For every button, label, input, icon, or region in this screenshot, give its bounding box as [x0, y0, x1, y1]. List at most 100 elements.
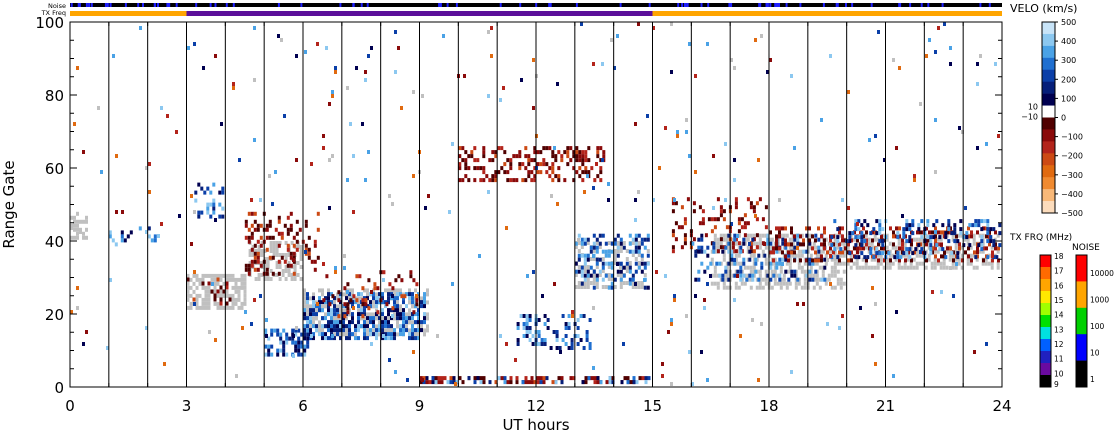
scatter-cell [860, 239, 864, 244]
scatter-cell [282, 352, 286, 357]
scatter-cell [370, 46, 373, 50]
x-tick-label: 6 [298, 397, 308, 415]
scatter-cell [274, 170, 277, 174]
scatter-cell [921, 253, 925, 258]
scatter-cell [219, 277, 223, 282]
scatter-cell [577, 281, 581, 285]
scatter-cell [295, 231, 299, 236]
scatter-cell [725, 225, 729, 230]
velocity-tick-label: −300 [1061, 171, 1083, 180]
scatter-cell [284, 253, 288, 257]
scatter-cell [622, 241, 626, 245]
scatter-cell [931, 250, 934, 255]
scatter-cell [878, 251, 882, 256]
scatter-cell [580, 273, 584, 278]
scatter-cell [680, 225, 684, 230]
scatter-cell [829, 246, 832, 251]
scatter-cell [396, 312, 399, 317]
scatter-cell [218, 202, 222, 207]
scatter-cell [284, 265, 288, 269]
scatter-cell [749, 205, 753, 210]
scatter-cell [871, 238, 874, 243]
scatter-cell [193, 302, 196, 306]
scatter-cell [375, 304, 378, 309]
scatter-cell [646, 261, 650, 266]
scatter-cell [279, 332, 283, 337]
scatter-cell [357, 300, 360, 305]
scatter-cell [234, 301, 238, 306]
scatter-cell [384, 300, 387, 305]
scatter-cell [910, 238, 913, 243]
scatter-cell [790, 269, 794, 274]
scatter-cell [256, 239, 260, 244]
scatter-cell [761, 217, 765, 222]
scatter-cell [862, 246, 865, 251]
scatter-cell [730, 257, 734, 262]
scatter-cell [787, 250, 790, 255]
scatter-cell [522, 322, 526, 326]
scatter-cell [506, 170, 510, 175]
scatter-cell [253, 26, 256, 30]
scatter-cell [363, 324, 366, 329]
scatter-cell [671, 245, 675, 250]
scatter-cell [312, 332, 315, 337]
scatter-cell [296, 245, 300, 249]
scatter-cell [402, 328, 405, 333]
scatter-cell [415, 298, 419, 303]
scatter-cell [997, 258, 1000, 263]
scatter-cell [616, 233, 620, 238]
scatter-cell [800, 269, 804, 274]
scatter-cell [640, 269, 644, 274]
scatter-cell [366, 316, 369, 321]
scatter-cell [870, 265, 874, 270]
scatter-cell [926, 223, 930, 228]
scatter-cell [79, 227, 82, 232]
scatter-cell [530, 376, 534, 381]
scatter-cell [518, 154, 522, 159]
scatter-cell [327, 296, 330, 301]
scatter-cell [833, 247, 837, 252]
velocity-tick-label: −400 [1061, 190, 1083, 199]
scatter-cell [216, 277, 220, 282]
scatter-cell [393, 312, 396, 317]
scatter-cell [860, 251, 864, 256]
scatter-cell [640, 281, 644, 285]
scatter-cell [671, 201, 675, 206]
scatter-cell [408, 320, 411, 325]
scatter-cell [388, 282, 392, 287]
scatter-cell [719, 245, 723, 250]
scatter-cell [960, 265, 964, 270]
scatter-cell [584, 380, 588, 385]
scatter-cell [451, 282, 454, 286]
scatter-cell [757, 277, 761, 282]
scatter-cell [247, 271, 251, 276]
scatter-cell [306, 296, 309, 301]
scatter-cell [894, 245, 898, 250]
scatter-cell [316, 227, 320, 232]
scatter-cell [204, 285, 208, 290]
scatter-cell [980, 243, 984, 248]
scatter-cell [572, 154, 576, 159]
scatter-cell [300, 344, 304, 349]
scatter-cell [697, 245, 701, 250]
scatter-cell [315, 312, 318, 317]
scatter-cell [240, 301, 244, 306]
scatter-cell [387, 328, 390, 333]
scatter-cell [769, 58, 772, 62]
scatter-cell [830, 273, 834, 278]
scatter-cell [601, 62, 604, 66]
scatter-cell [478, 254, 481, 258]
scatter-cell [293, 269, 297, 273]
scatter-cell [838, 326, 841, 330]
scatter-cell [186, 285, 190, 290]
scatter-cell [959, 231, 963, 236]
scatter-cell [570, 338, 574, 342]
scatter-cell [793, 237, 797, 242]
scatter-cell [769, 261, 773, 266]
scatter-cell [400, 106, 403, 110]
scatter-cell [778, 277, 782, 282]
scatter-cell [598, 269, 602, 274]
scatter-cell [293, 277, 297, 281]
scatter-cell [927, 253, 931, 258]
scatter-cell [384, 320, 387, 325]
